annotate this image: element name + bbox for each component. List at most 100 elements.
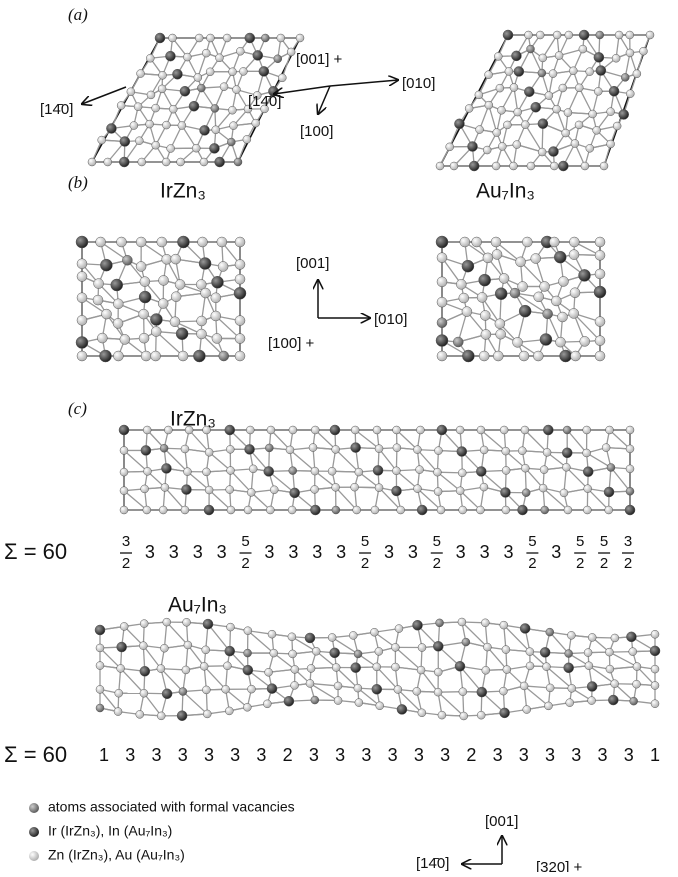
atom	[330, 648, 340, 658]
atom	[540, 333, 552, 345]
atom	[438, 711, 446, 719]
atom	[176, 328, 188, 340]
atom	[334, 697, 342, 705]
atom	[375, 484, 383, 492]
atom	[139, 642, 147, 650]
axis-label: [100]	[300, 123, 333, 140]
atom	[311, 696, 319, 704]
atom	[569, 308, 579, 318]
atom	[469, 161, 479, 171]
atom	[569, 237, 579, 247]
atom	[434, 668, 442, 676]
atom	[586, 68, 594, 76]
atom	[243, 665, 253, 675]
atom	[460, 237, 470, 247]
atom	[476, 466, 486, 476]
sum-term: 3	[361, 745, 371, 765]
atom	[417, 505, 427, 515]
atom	[202, 646, 210, 654]
atom	[197, 316, 207, 326]
atom	[201, 288, 211, 298]
atom	[595, 250, 605, 260]
fraction-denominator: 2	[624, 555, 632, 572]
atom	[584, 649, 592, 657]
bond	[143, 646, 161, 669]
atom	[518, 447, 526, 455]
atom	[181, 445, 189, 453]
atom	[522, 489, 530, 497]
atom	[96, 644, 104, 652]
atom	[612, 54, 620, 62]
atom	[626, 487, 634, 495]
atom	[596, 66, 606, 76]
legend-text: Ir (IrZn₃), In (Au₇In₃)	[48, 823, 172, 839]
atom	[290, 488, 300, 498]
sum-term: 3	[624, 745, 634, 765]
atom	[179, 688, 187, 696]
atom	[595, 317, 605, 327]
atom	[202, 686, 210, 694]
atom	[77, 293, 87, 303]
atom	[200, 125, 210, 135]
atom	[510, 288, 520, 298]
atom	[499, 273, 509, 283]
atom	[459, 293, 469, 303]
fraction-denominator: 2	[600, 555, 608, 572]
atom	[305, 633, 315, 643]
atom	[578, 269, 590, 281]
bond	[579, 88, 592, 114]
atom	[136, 261, 146, 271]
atom	[480, 483, 488, 491]
atom	[351, 443, 361, 453]
atom	[571, 351, 581, 361]
axis-arrow	[318, 86, 330, 114]
axis-label: [14̄0]	[416, 855, 449, 872]
atom	[605, 648, 613, 656]
sum-term: 3	[335, 745, 345, 765]
legend-text: atoms associated with formal vacancies	[48, 799, 295, 815]
atom	[165, 51, 175, 61]
atom	[245, 444, 255, 454]
atom	[200, 158, 208, 166]
atom	[479, 274, 491, 286]
atom	[458, 469, 466, 477]
atom	[543, 448, 551, 456]
atom	[202, 49, 210, 57]
atom	[120, 622, 128, 630]
sum-term: 3	[519, 745, 529, 765]
atom	[116, 237, 126, 247]
figure: (a) [14̄0] [001] + [010] [14̄0] [100] (b…	[0, 0, 678, 872]
atom	[222, 685, 230, 693]
atom	[520, 682, 528, 690]
atom	[182, 666, 190, 674]
atom	[277, 34, 285, 42]
atom	[375, 445, 383, 453]
atom	[265, 444, 273, 452]
sum-term: 3	[230, 745, 240, 765]
atom	[437, 297, 447, 307]
atom	[104, 158, 112, 166]
bond	[437, 472, 460, 491]
atom	[651, 665, 659, 673]
atom	[558, 161, 568, 171]
atom	[485, 71, 493, 79]
atom	[481, 329, 491, 339]
axis-label: [14̄0]	[248, 93, 281, 110]
atom	[394, 685, 402, 693]
atom	[579, 30, 589, 40]
atom	[270, 486, 278, 494]
bond	[183, 692, 207, 714]
panel-label: (a)	[68, 5, 88, 24]
atom	[502, 447, 510, 455]
sum-term: 3	[193, 542, 203, 562]
atom	[575, 121, 583, 129]
atom	[392, 467, 400, 475]
atom	[650, 646, 660, 656]
atom	[559, 84, 567, 92]
atom	[499, 687, 507, 695]
atom	[146, 120, 154, 128]
atom	[570, 288, 580, 298]
atom	[518, 505, 528, 515]
atom	[492, 162, 500, 170]
atom	[93, 295, 103, 305]
